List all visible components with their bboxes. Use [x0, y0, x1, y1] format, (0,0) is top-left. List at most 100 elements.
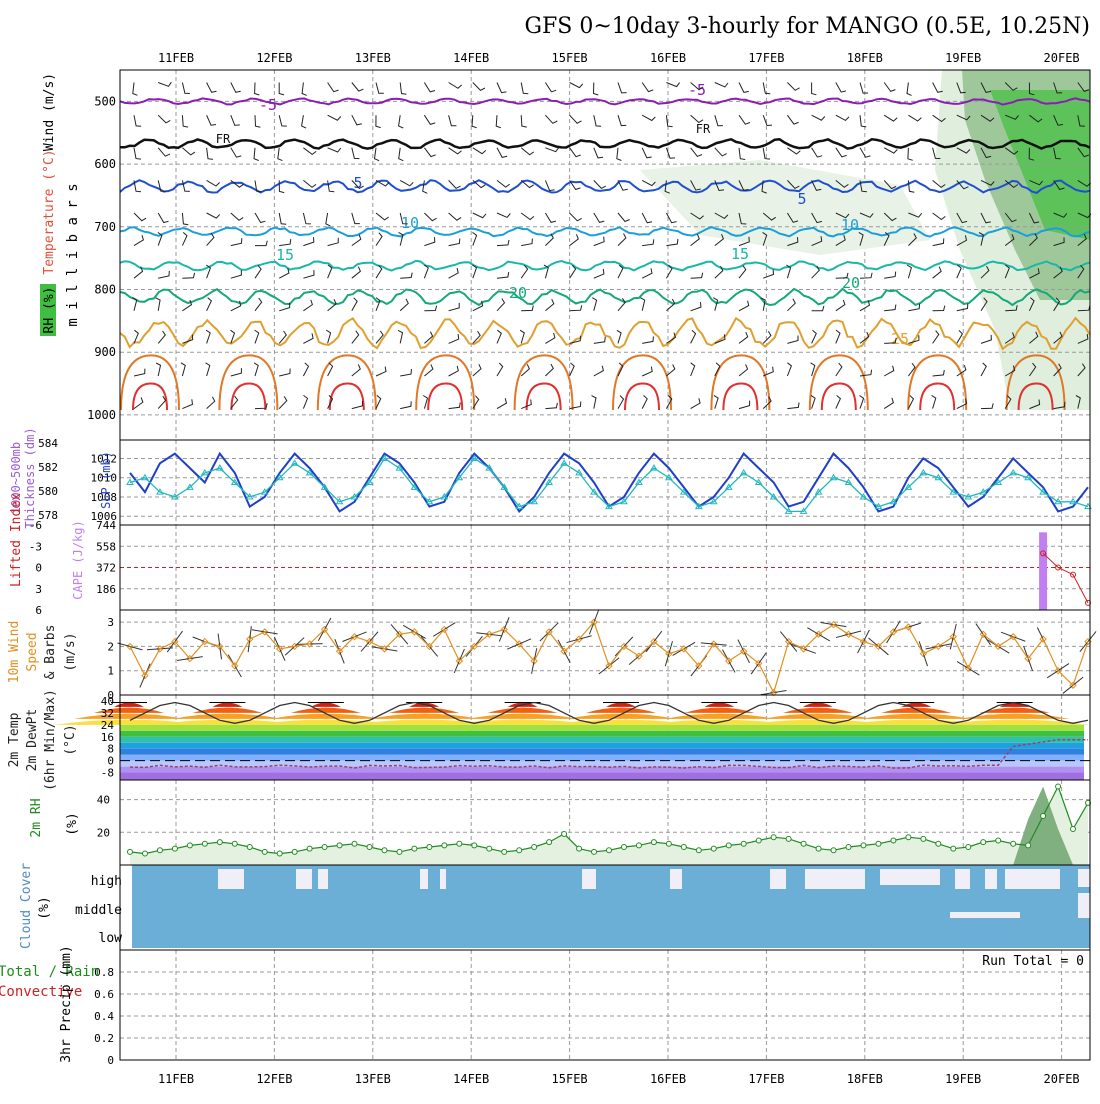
wind-barb: [545, 298, 555, 312]
cloud-gap: [420, 869, 428, 889]
thickness-marker: [829, 473, 838, 481]
pressure-tick-label: 900: [94, 345, 116, 359]
wind-barb: [690, 234, 700, 246]
rh-point: [740, 840, 747, 847]
cape-axis-label: CAPE (J/kg): [71, 520, 85, 599]
cape-tick-label: 744: [96, 519, 116, 532]
wind-barb: [301, 82, 307, 96]
wind-barb: [714, 234, 725, 246]
wind-barb: [859, 180, 867, 193]
wind-barb: [206, 297, 213, 312]
rh2m-axis-label: (%): [65, 812, 80, 835]
wind-barb: [424, 237, 436, 247]
wind-barb: [569, 264, 577, 279]
rh-legend-swatch: [40, 284, 56, 336]
cloud-axis-label: (%): [37, 896, 52, 919]
wind-speed-marker: [231, 662, 239, 670]
wind-barb: [569, 401, 582, 410]
bottom-date-label: 17FEB: [748, 1072, 784, 1086]
wind-barb: [448, 402, 461, 410]
wind-barb: [1053, 147, 1061, 160]
slp-tick-label: 1006: [91, 510, 118, 523]
wind-barb: [859, 395, 865, 409]
rh-point: [620, 844, 627, 851]
wind-barb: [157, 330, 166, 344]
wind-barb: [932, 114, 946, 123]
temp2m-axis-label: (6hr Min/Max): [43, 689, 58, 791]
wind-barb: [835, 234, 846, 247]
isotherm-30-lobe: [907, 354, 968, 411]
wind-barb: [155, 297, 161, 311]
rh-point: [156, 847, 163, 854]
wind-barb: [932, 212, 946, 221]
precip-tick-label: 0.8: [94, 966, 114, 979]
wind-barb: [641, 82, 654, 93]
isotherm-label: -5: [688, 81, 706, 99]
wind-barb: [158, 270, 170, 279]
wind-barb: [472, 147, 487, 155]
temp2m-axis-label: 2m DewPt: [25, 709, 40, 772]
wind-barb: [521, 238, 533, 247]
temp-tick-label: 8: [107, 743, 114, 756]
wind-barb: [569, 234, 579, 246]
wind-barb: [157, 395, 167, 409]
wind-barb: [472, 395, 480, 409]
thickness-marker: [650, 464, 658, 471]
wind-barb: [132, 82, 138, 96]
wind-barb: [327, 180, 335, 193]
wind-barb: [932, 82, 943, 93]
wind-barb: [617, 395, 625, 409]
precip-panel-frame: [119, 949, 1091, 1061]
wind-barb: [303, 299, 313, 312]
wind-barb: [155, 362, 162, 377]
li-tick-label: 0: [35, 562, 42, 575]
rh-point: [1010, 840, 1017, 847]
thickness-marker: [679, 488, 688, 495]
temp-fill: [586, 707, 656, 713]
rh-point: [785, 835, 792, 842]
wind-barb: [760, 297, 766, 311]
cloud-gap: [218, 869, 244, 889]
wind-barb: [617, 180, 628, 191]
wind-barb: [908, 114, 922, 122]
wind-barb: [569, 335, 581, 344]
temp-fill: [939, 719, 1090, 725]
rh-point: [680, 844, 687, 851]
top-date-label: 14FEB: [453, 51, 489, 65]
isotherm-30-lobe: [120, 354, 180, 411]
wind-barb: [182, 272, 196, 279]
wind-barb: [617, 264, 624, 279]
wind-barb: [520, 115, 527, 128]
cloud-gap: [670, 869, 682, 889]
cloud-gap: [440, 869, 446, 889]
rh-point: [411, 845, 418, 852]
wind-barb: [398, 231, 404, 246]
wind-barb: [230, 180, 244, 188]
wind-barb: [810, 394, 816, 409]
thickness-marker: [365, 478, 374, 485]
rh-point: [321, 844, 328, 851]
wind-barb: [1028, 212, 1040, 224]
temp-fill: [684, 707, 755, 713]
wind-barb: [1028, 147, 1035, 161]
wind-barb: [206, 179, 220, 187]
wind-barb: [472, 264, 478, 279]
wind-barb: [206, 264, 212, 279]
wind-barb: [448, 267, 459, 279]
rh2m-axis-label: 2m RH: [29, 798, 44, 837]
temp-fill: [74, 713, 184, 719]
rh-point: [591, 848, 598, 855]
wind-barb: [762, 82, 771, 95]
wind-barb: [690, 180, 701, 191]
rh-point: [486, 845, 493, 852]
rh-point: [980, 839, 987, 846]
wind-barb: [593, 147, 604, 159]
wind-barb: [690, 114, 704, 124]
bottom-date-label: 15FEB: [552, 1072, 588, 1086]
wind-barb: [1005, 114, 1019, 120]
wind-barb: [569, 114, 582, 124]
wind-barb: [593, 236, 605, 247]
wind-barb: [206, 212, 221, 219]
wind-barb: [1004, 264, 1010, 279]
rh-point: [995, 837, 1002, 844]
